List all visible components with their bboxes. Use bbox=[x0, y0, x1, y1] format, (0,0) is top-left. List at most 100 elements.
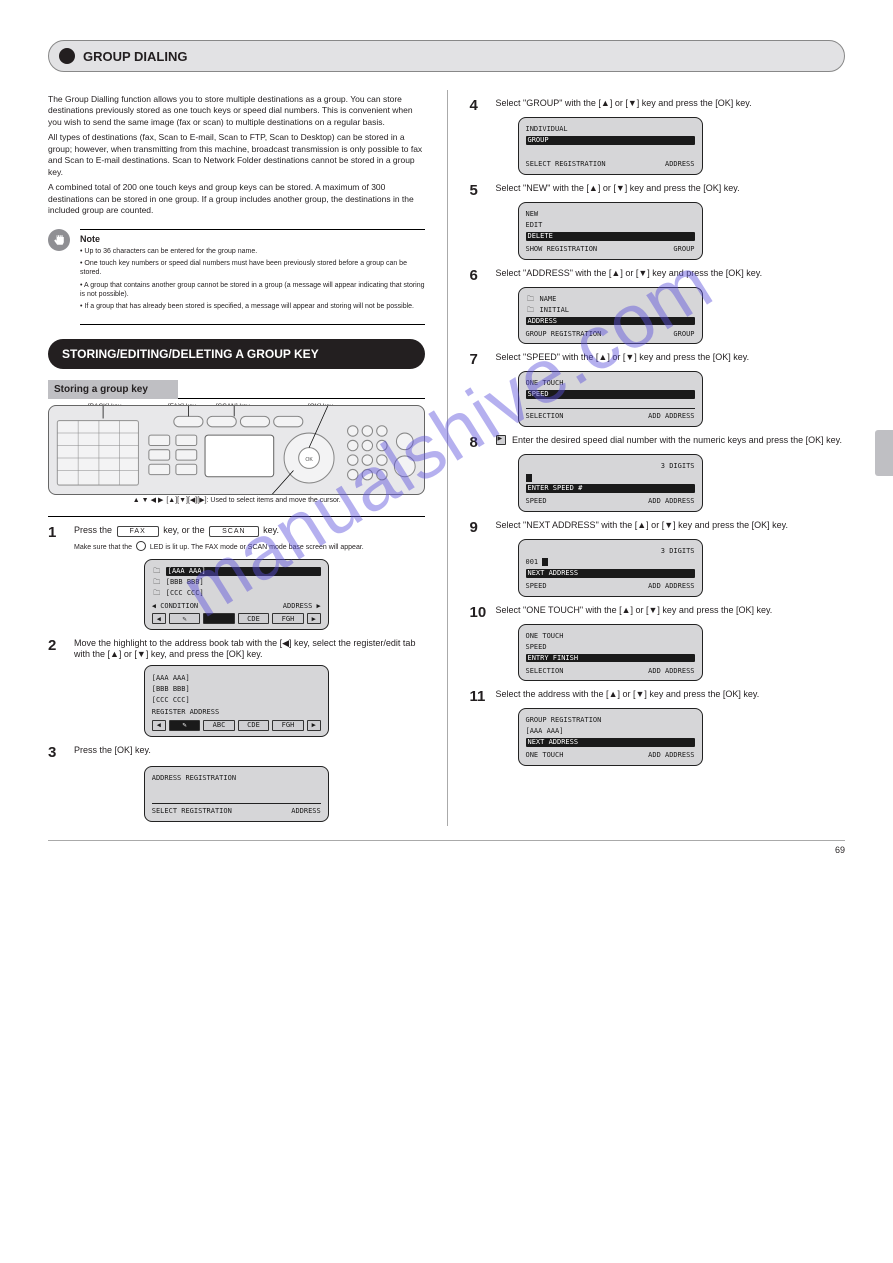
section-header-title: GROUP DIALING bbox=[83, 49, 188, 64]
lcd-row: NEW bbox=[526, 210, 539, 219]
lcd-row: [BBB BBB] bbox=[152, 685, 190, 694]
lcd-tab: CDE bbox=[238, 613, 270, 624]
step-num: 2 bbox=[48, 638, 66, 653]
lcd-label: SHOW REGISTRATION bbox=[526, 245, 598, 254]
step-text: Press the [OK] key. bbox=[74, 745, 425, 755]
lcd-label: ADD ADDRESS bbox=[648, 667, 694, 676]
note-title: Note bbox=[80, 234, 425, 244]
right-arrow-icon: ▶ bbox=[307, 720, 321, 731]
lcd-step1: 🗀[AAA AAA] 🗀[BBB BBB] 🗀[CCC CCC] ◀ CONDI… bbox=[144, 559, 329, 631]
lcd-step3: ADDRESS REGISTRATION SELECT REGISTRATION… bbox=[144, 766, 329, 822]
lcd-label: ADD ADDRESS bbox=[648, 412, 694, 421]
intro-p1: The Group Dialling function allows you t… bbox=[48, 94, 425, 128]
lcd-row: SPEED bbox=[526, 643, 547, 652]
intro-p2: All types of destinations (fax, Scan to … bbox=[48, 132, 425, 178]
lcd-row: ONE TOUCH bbox=[526, 632, 564, 641]
left-column: The Group Dialling function allows you t… bbox=[48, 90, 447, 826]
edit-tab-icon: ✎ bbox=[169, 613, 201, 624]
play-icon bbox=[496, 435, 506, 445]
left-arrow-icon: ◀ bbox=[152, 720, 166, 731]
step-num: 5 bbox=[470, 183, 488, 198]
lcd-row: 3 DIGITS bbox=[526, 462, 695, 471]
step-num: 6 bbox=[470, 268, 488, 283]
right-column: 4 Select "GROUP" with the [▲] or [▼] key… bbox=[447, 90, 846, 826]
lcd-label: SPEED bbox=[526, 582, 547, 591]
lcd-row: ADDRESS REGISTRATION bbox=[152, 774, 236, 783]
cursor-icon bbox=[542, 558, 548, 566]
scan-key: SCAN bbox=[209, 526, 258, 537]
note-line-2: • A group that contains another group ca… bbox=[80, 282, 425, 300]
lcd-label: ADD ADDRESS bbox=[648, 751, 694, 760]
folder-person-icon: 🗀 bbox=[152, 567, 162, 576]
chapter-thumb-tab bbox=[875, 430, 893, 476]
lcd-prefix: 001 bbox=[526, 558, 539, 567]
control-panel-svg: OK bbox=[49, 406, 424, 495]
grey-label-wrap: Storing a group key bbox=[48, 379, 425, 399]
step-text: Select "SPEED" with the [▲] or [▼] key a… bbox=[496, 352, 846, 362]
lcd-row: [BBB BBB] bbox=[166, 578, 204, 587]
lcd-row: INDIVIDUAL bbox=[526, 125, 568, 134]
step-num: 1 bbox=[48, 525, 66, 540]
lcd-row: GROUP REGISTRATION bbox=[526, 716, 602, 725]
subsection-heading: STORING/EDITING/DELETING A GROUP KEY bbox=[48, 339, 425, 369]
lcd-label: SPEED bbox=[526, 497, 547, 506]
step-text-mid: key, or the bbox=[163, 525, 207, 535]
step-3: 3 Press the [OK] key. bbox=[48, 745, 425, 760]
lcd-input-line bbox=[526, 400, 695, 409]
lcd-step9: 3 DIGITS 001 NEXT ADDRESS SPEEDADD ADDRE… bbox=[518, 539, 703, 597]
left-arrow-icon: ◀ bbox=[152, 613, 166, 624]
lcd-label: ONE TOUCH bbox=[526, 751, 564, 760]
lcd-label: ADD ADDRESS bbox=[648, 497, 694, 506]
lcd-step10: ONE TOUCH SPEED ENTRY FINISH SELECTIONAD… bbox=[518, 624, 703, 682]
lcd-label: SELECT REGISTRATION bbox=[526, 160, 606, 169]
lcd-label: GROUP REGISTRATION bbox=[526, 330, 602, 339]
lcd-row: ENTER SPEED # bbox=[526, 484, 695, 493]
control-panel-illustration: OK bbox=[48, 405, 425, 506]
lcd-step8: 3 DIGITS ENTER SPEED # SPEED ADD ADDRESS bbox=[518, 454, 703, 512]
lcd-label: SELECTION bbox=[526, 667, 564, 676]
bullet-icon bbox=[59, 48, 75, 64]
lcd-label: ADDRESS bbox=[291, 807, 321, 816]
led-indicator-icon bbox=[136, 541, 146, 551]
lcd-row: SPEED bbox=[526, 390, 695, 399]
step-6: 6 Select "ADDRESS" with the [▲] or [▼] k… bbox=[470, 268, 846, 283]
step-num: 7 bbox=[470, 352, 488, 367]
page-number: 69 bbox=[835, 845, 845, 855]
lcd-label: SELECT REGISTRATION bbox=[152, 807, 232, 816]
lcd-tab: FGH bbox=[272, 720, 304, 731]
panel-bottom-callout-text: [▲][▼][◀][▶]: Used to select items and m… bbox=[166, 497, 340, 504]
grey-label: Storing a group key bbox=[48, 380, 178, 399]
panel-bottom-callout: ▲▼◀▶ [▲][▼][◀][▶]: Used to select items … bbox=[48, 497, 425, 506]
step-9: 9 Select "NEXT ADDRESS" with the [▲] or … bbox=[470, 520, 846, 535]
step-text: Select the address with the [▲] or [▼] k… bbox=[496, 689, 846, 699]
step-num: 8 bbox=[470, 435, 488, 450]
lcd-step4: INDIVIDUAL GROUP SELECT REGISTRATIONADDR… bbox=[518, 117, 703, 175]
step-num: 4 bbox=[470, 98, 488, 113]
svg-text:OK: OK bbox=[305, 457, 313, 463]
lcd-label: ADDRESS bbox=[665, 160, 695, 169]
lcd-row: [AAA AAA] bbox=[152, 674, 190, 683]
step-text: Select "ADDRESS" with the [▲] or [▼] key… bbox=[496, 268, 846, 278]
step-5: 5 Select "NEW" with the [▲] or [▼] key a… bbox=[470, 183, 846, 198]
lcd-row: [AAA AAA] bbox=[166, 567, 321, 576]
step-1: 1 Press the FAX key, or the SCAN key. Ma… bbox=[48, 525, 425, 553]
lcd-row: EDIT bbox=[526, 221, 543, 230]
step-8: 8 Enter the desired speed dial number wi… bbox=[470, 435, 846, 450]
lcd-tab: FGH bbox=[272, 613, 304, 624]
lcd-step7: ONE TOUCH SPEED SELECTIONADD ADDRESS bbox=[518, 371, 703, 427]
step-text: Select "NEW" with the [▲] or [▼] key and… bbox=[496, 183, 846, 193]
folder-icon: 🗀 bbox=[526, 306, 536, 315]
step-text: Enter the desired speed dial number with… bbox=[512, 435, 842, 445]
note-block: Note • Up to 36 characters can be entere… bbox=[48, 229, 425, 326]
fax-key: FAX bbox=[117, 526, 159, 537]
lcd-step11: GROUP REGISTRATION [AAA AAA] NEXT ADDRES… bbox=[518, 708, 703, 766]
lcd-input-line bbox=[152, 795, 321, 804]
step-4: 4 Select "GROUP" with the [▲] or [▼] key… bbox=[470, 98, 846, 113]
lcd-label: SELECTION bbox=[526, 412, 564, 421]
folder-person-icon: 🗀 bbox=[152, 578, 162, 587]
lcd-row: ADDRESS bbox=[526, 317, 695, 326]
section-header: GROUP DIALING bbox=[48, 40, 845, 72]
step-num: 10 bbox=[470, 605, 488, 620]
lcd-row: [AAA AAA] bbox=[526, 727, 564, 736]
step-sub: Make sure that the LED is lit up. The FA… bbox=[74, 541, 425, 553]
